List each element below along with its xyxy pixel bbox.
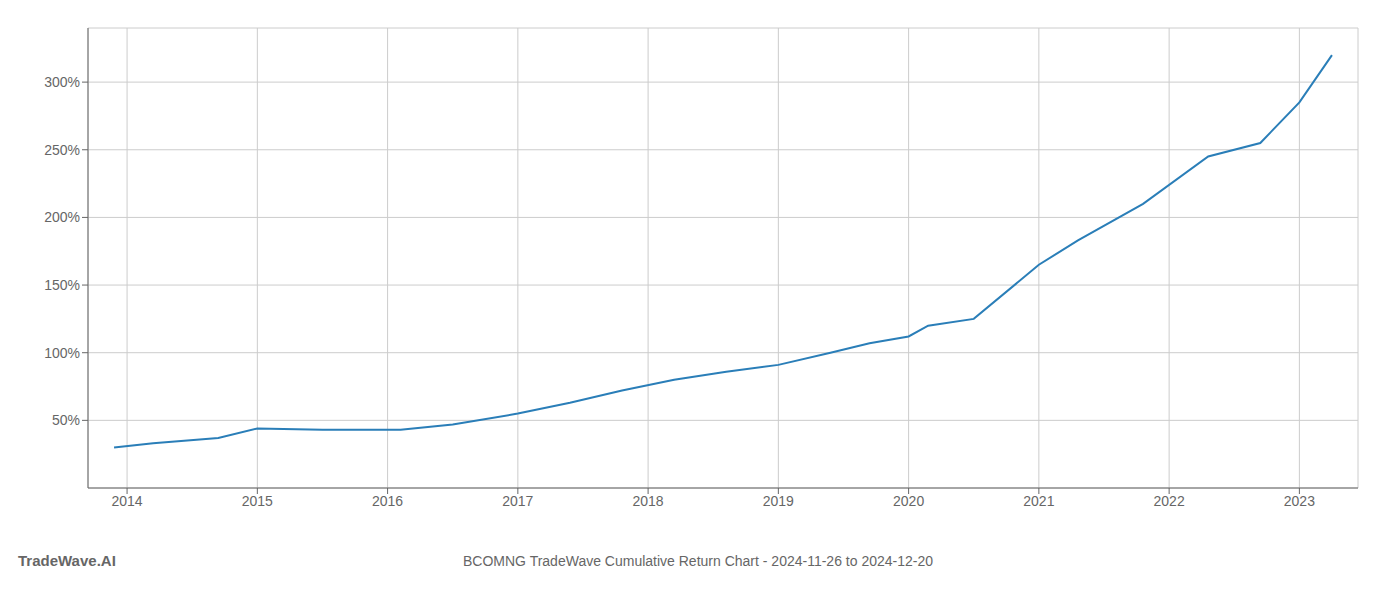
svg-text:250%: 250%: [44, 142, 80, 158]
svg-text:150%: 150%: [44, 277, 80, 293]
svg-text:2014: 2014: [111, 493, 142, 509]
html-text:TradeWave.AI: TradeWave.AI: [18, 552, 116, 569]
svg-text:2022: 2022: [1154, 493, 1185, 509]
svg-text:2019: 2019: [763, 493, 794, 509]
svg-text:2023: 2023: [1284, 493, 1315, 509]
svg-text:300%: 300%: [44, 74, 80, 90]
svg-text:2021: 2021: [1023, 493, 1054, 509]
svg-text:2015: 2015: [242, 493, 273, 509]
svg-text:100%: 100%: [44, 345, 80, 361]
svg-text:200%: 200%: [44, 209, 80, 225]
svg-text:2020: 2020: [893, 493, 924, 509]
svg-text:50%: 50%: [52, 412, 80, 428]
svg-text:2017: 2017: [502, 493, 533, 509]
svg-text:2016: 2016: [372, 493, 403, 509]
svg-text:2018: 2018: [633, 493, 664, 509]
html-text:BCOMNG TradeWave Cumulative Re: BCOMNG TradeWave Cumulative Return Chart…: [463, 553, 933, 569]
